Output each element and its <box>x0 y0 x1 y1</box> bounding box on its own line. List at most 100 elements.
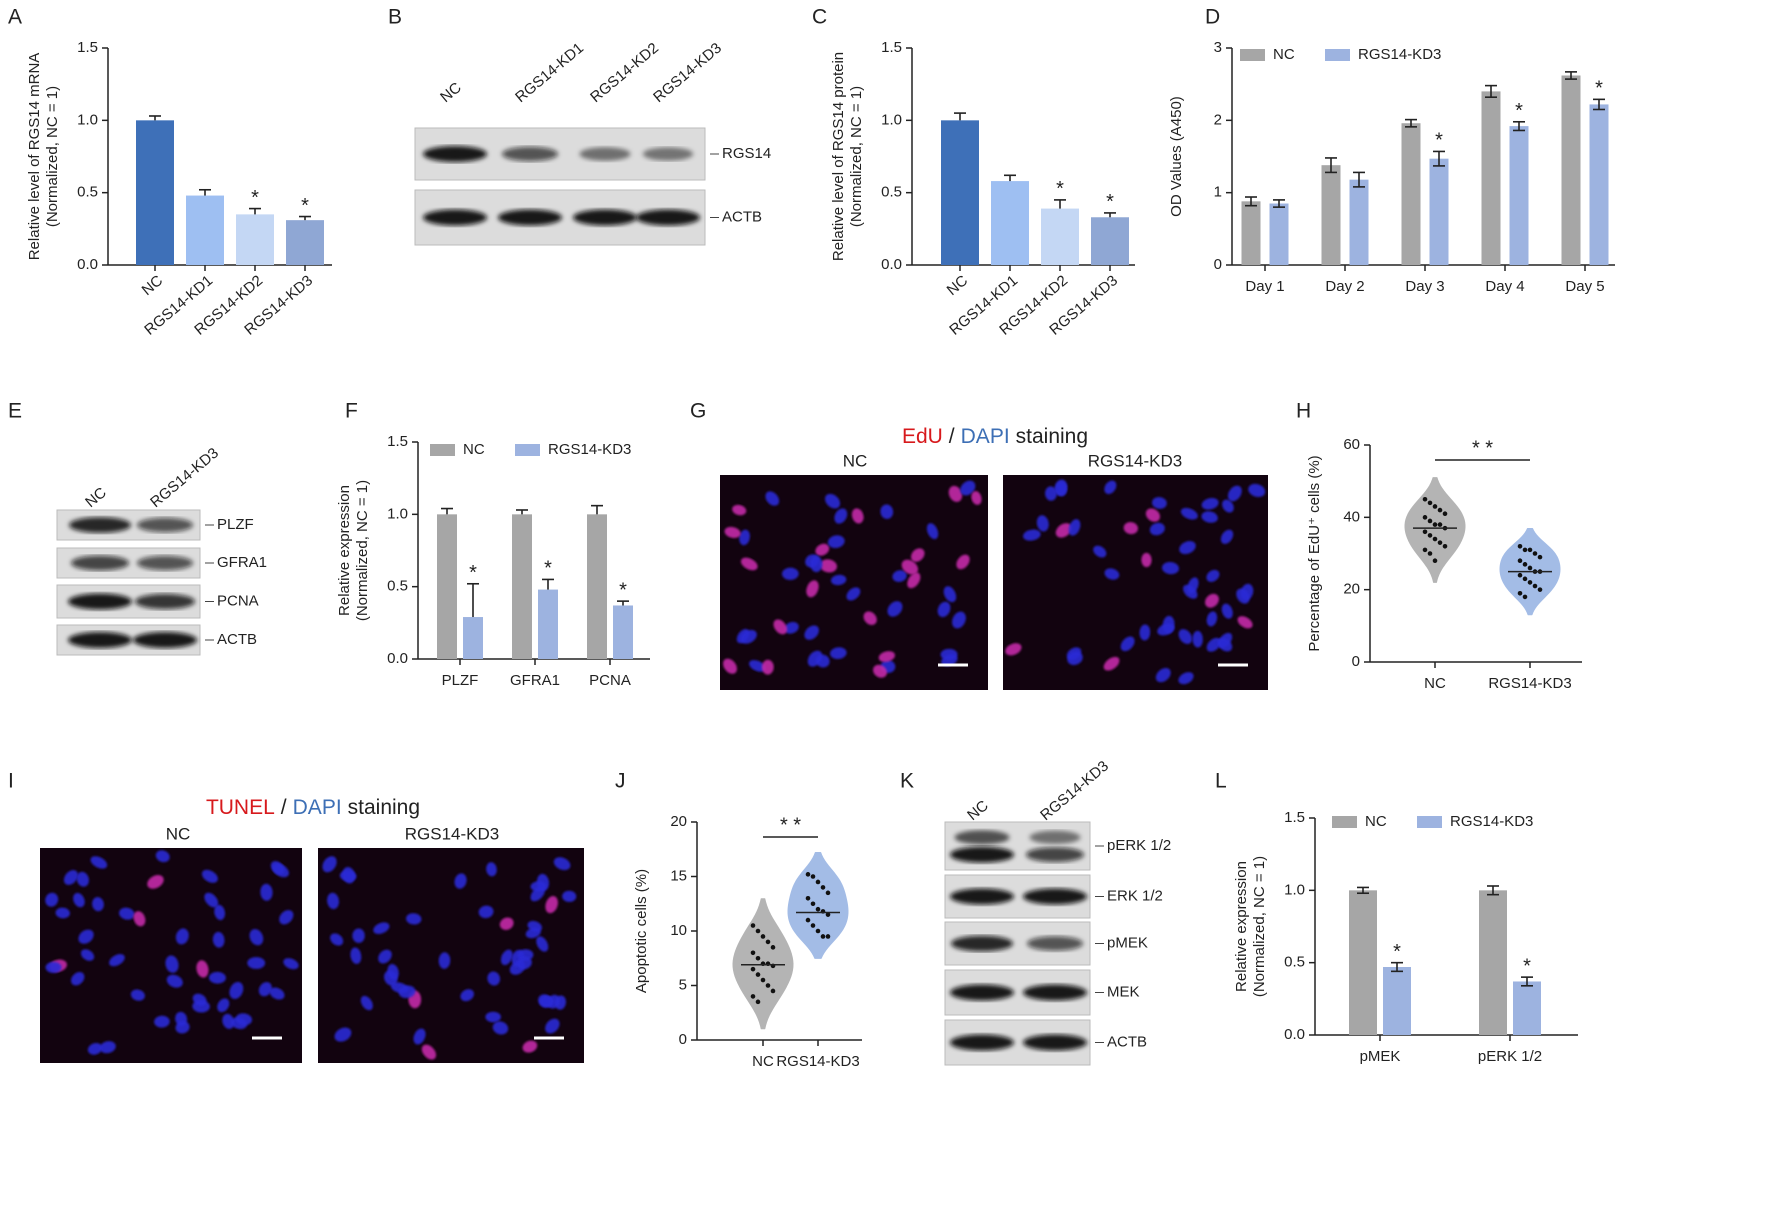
y-tick-label: 60 <box>1343 436 1360 453</box>
nucleus <box>562 890 577 903</box>
y-axis-label: Relative expression <box>1233 861 1250 992</box>
panel-label: D <box>1205 6 1220 29</box>
nucleus <box>846 587 861 601</box>
condition-label: RGS14-KD3 <box>1088 451 1182 470</box>
data-point <box>1432 522 1438 527</box>
data-point <box>1432 504 1438 509</box>
nucleus <box>80 949 95 961</box>
nucleus <box>154 1015 170 1028</box>
data-point <box>820 885 826 890</box>
nucleus <box>1157 623 1175 636</box>
violin <box>787 851 849 959</box>
row-label: GFRA1 <box>217 554 267 571</box>
data-point <box>815 879 821 885</box>
legend-swatch <box>1325 49 1350 61</box>
bar <box>991 181 1029 265</box>
nucleus <box>723 658 737 674</box>
nucleus <box>1023 529 1041 541</box>
bar <box>1241 201 1261 265</box>
nucleus <box>500 949 513 966</box>
nucleus <box>235 1013 253 1026</box>
nucleus <box>1055 523 1072 538</box>
nucleus <box>527 920 542 932</box>
nucleus <box>724 526 741 538</box>
nucleus <box>1206 637 1222 652</box>
data-point <box>805 872 811 877</box>
y-axis-label: (Normalized, NC = 1) <box>1251 856 1268 997</box>
bar <box>1401 123 1421 265</box>
blot-band <box>71 555 129 571</box>
nucleus <box>1220 529 1234 544</box>
nucleus <box>352 928 365 943</box>
data-point <box>1427 551 1433 556</box>
nucleus <box>810 555 823 573</box>
nucleus <box>1180 507 1198 520</box>
nucleus <box>824 493 841 509</box>
y-axis-label: OD Values (A450) <box>1168 96 1185 217</box>
significance: * <box>1106 191 1114 213</box>
y-tick-label: 0 <box>679 1031 687 1048</box>
title-part: / <box>949 425 955 448</box>
bar <box>1481 91 1501 266</box>
x-tick-label: pMEK <box>1360 1048 1401 1065</box>
panel-label: E <box>8 400 22 423</box>
image-title: TUNEL / DAPI staining <box>206 796 420 819</box>
nucleus <box>330 933 344 946</box>
data-point <box>810 874 816 879</box>
condition-label: NC <box>843 451 868 470</box>
nucleus <box>175 1021 190 1034</box>
nucleus <box>119 907 135 920</box>
nucleus <box>166 974 183 988</box>
y-tick-label: 1.5 <box>881 39 902 56</box>
title-part: TUNEL <box>206 796 275 819</box>
blot-band <box>423 146 487 162</box>
lane-label: NC <box>964 797 992 824</box>
data-point <box>1422 496 1428 502</box>
nucleus <box>485 1011 501 1023</box>
panel-label: J <box>615 770 626 793</box>
data-point <box>1427 518 1433 524</box>
bar <box>136 120 174 265</box>
significance: * * <box>1472 437 1493 459</box>
nucleus <box>827 535 845 549</box>
violin <box>1404 477 1466 583</box>
nucleus <box>398 985 416 999</box>
data-point <box>815 906 821 912</box>
blot-band <box>954 830 1010 845</box>
blot-band <box>1027 936 1083 951</box>
title-part: staining <box>1016 425 1088 448</box>
y-tick-label: 1.0 <box>77 111 98 128</box>
nucleus <box>807 650 823 667</box>
significance: * * <box>780 814 801 836</box>
nucleus <box>784 621 799 634</box>
nucleus <box>1192 630 1203 648</box>
data-point <box>1442 543 1448 549</box>
data-point <box>765 939 771 945</box>
significance: * <box>469 562 477 584</box>
bar <box>941 120 979 265</box>
data-point <box>1427 533 1433 538</box>
nucleus <box>948 485 963 502</box>
blot-band <box>68 593 132 610</box>
nucleus <box>45 892 59 907</box>
data-point <box>755 928 761 934</box>
panel-label: I <box>8 770 14 793</box>
nucleus <box>960 480 976 496</box>
title-part: EdU <box>902 425 943 448</box>
x-tick-label: PLZF <box>442 672 479 689</box>
legend-label: NC <box>463 441 485 458</box>
nucleus <box>873 664 888 678</box>
y-tick-label: 0.0 <box>77 256 98 273</box>
data-point <box>810 901 816 907</box>
nucleus <box>815 543 830 556</box>
blot-band <box>137 555 193 571</box>
blot-band <box>950 846 1014 863</box>
panel-label: G <box>690 400 706 423</box>
nucleus <box>740 629 757 644</box>
panel-label: H <box>1296 400 1311 423</box>
blot-band <box>1023 984 1087 1001</box>
nucleus <box>165 955 179 973</box>
legend-label: NC <box>1365 813 1387 830</box>
nucleus <box>1201 511 1218 523</box>
